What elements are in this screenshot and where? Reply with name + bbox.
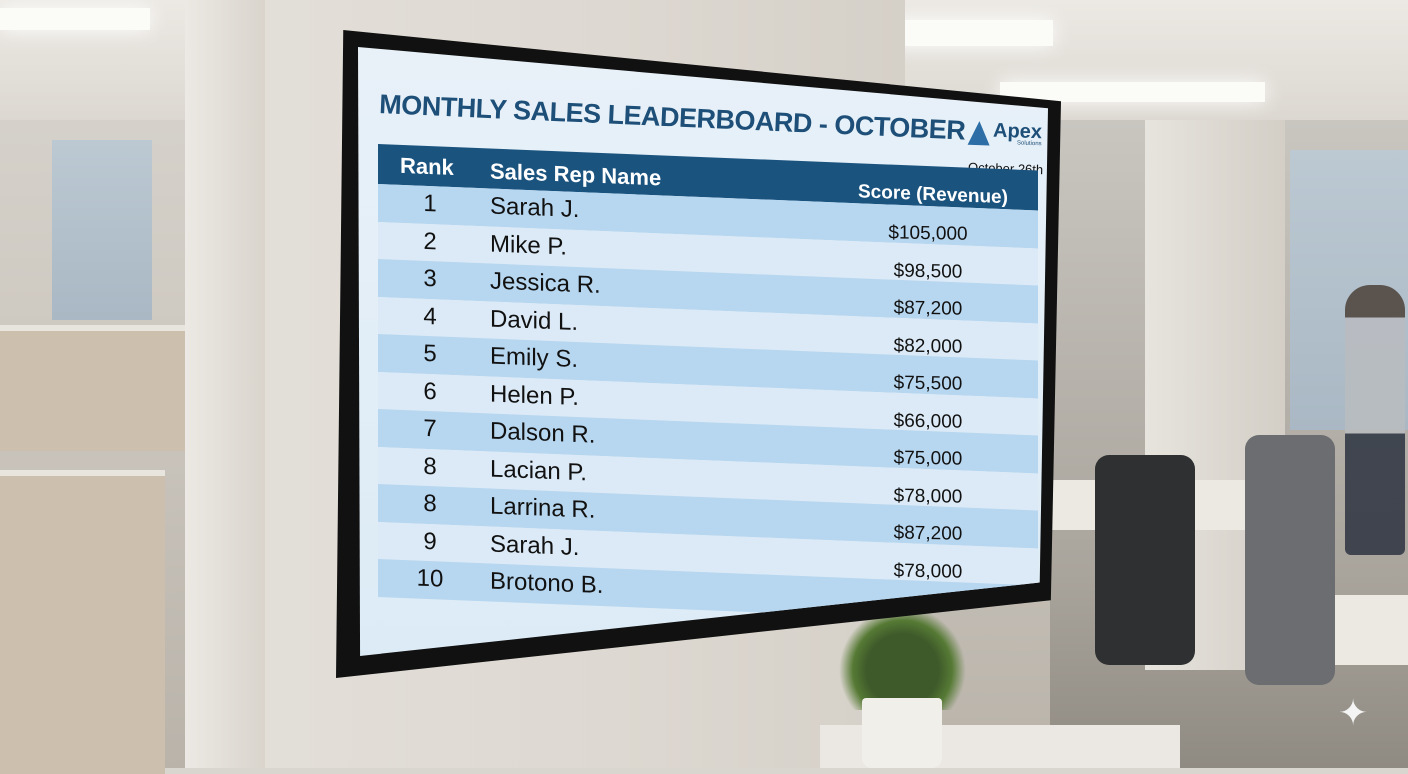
logo-name: Apex xyxy=(992,119,1043,144)
leaderboard-title: MONTHLY SALES LEADERBOARD - OCTOBER xyxy=(378,89,966,146)
tv-screen: MONTHLY SALES LEADERBOARD - OCTOBER Apex… xyxy=(358,47,1048,656)
name-cell: Emily S. xyxy=(490,342,579,374)
rank-cell: 9 xyxy=(423,527,437,555)
office-chair xyxy=(1245,435,1335,685)
wall-edge xyxy=(185,0,265,768)
rank-cell: 8 xyxy=(423,489,437,518)
rank-cell: 8 xyxy=(423,452,437,480)
cubicle-wall xyxy=(0,325,185,451)
name-cell: Sarah J. xyxy=(490,192,580,224)
sparkle-icon: ✦ xyxy=(1338,692,1369,733)
rank-cell: 5 xyxy=(423,339,437,368)
header-rank: Rank xyxy=(400,152,454,181)
window xyxy=(52,140,152,320)
name-cell: Sarah J. xyxy=(490,529,580,561)
name-cell: Jessica R. xyxy=(490,267,601,299)
company-logo: Apex Solutions xyxy=(967,119,1043,147)
name-cell: Mike P. xyxy=(490,229,567,261)
leaderboard: MONTHLY SALES LEADERBOARD - OCTOBER Apex… xyxy=(358,47,1048,656)
name-cell: David L. xyxy=(490,304,579,336)
potted-plant xyxy=(835,610,970,710)
rank-cell: 1 xyxy=(423,189,437,218)
rank-cell: 6 xyxy=(423,377,437,405)
person-walking xyxy=(1345,285,1405,555)
header-name: Sales Rep Name xyxy=(490,158,662,191)
name-cell: Helen P. xyxy=(490,379,579,411)
apex-logo-icon xyxy=(967,120,991,146)
ceiling-light xyxy=(1000,82,1265,102)
name-cell: Dalson R. xyxy=(490,417,596,449)
office-chair xyxy=(1095,455,1195,665)
name-cell: Larrina R. xyxy=(490,492,596,524)
plant-pot xyxy=(862,698,942,768)
rank-cell: 10 xyxy=(416,564,444,593)
rank-cell: 7 xyxy=(423,414,437,443)
ceiling-light xyxy=(888,20,1053,46)
rank-cell: 4 xyxy=(423,302,437,330)
cubicle-wall xyxy=(0,470,165,774)
rank-cell: 3 xyxy=(423,264,437,293)
name-cell: Brotono B. xyxy=(490,567,604,600)
rank-cell: 2 xyxy=(423,227,437,255)
name-cell: Lacian P. xyxy=(490,454,587,486)
ceiling-light xyxy=(0,8,150,30)
leaderboard-table: Rank Sales Rep Name Score (Revenue) 1 Sar… xyxy=(378,144,1038,624)
table-body: 1 Sarah J. $105,000 2 Mike P. $98,500 3 Jessica… xyxy=(378,184,1038,624)
